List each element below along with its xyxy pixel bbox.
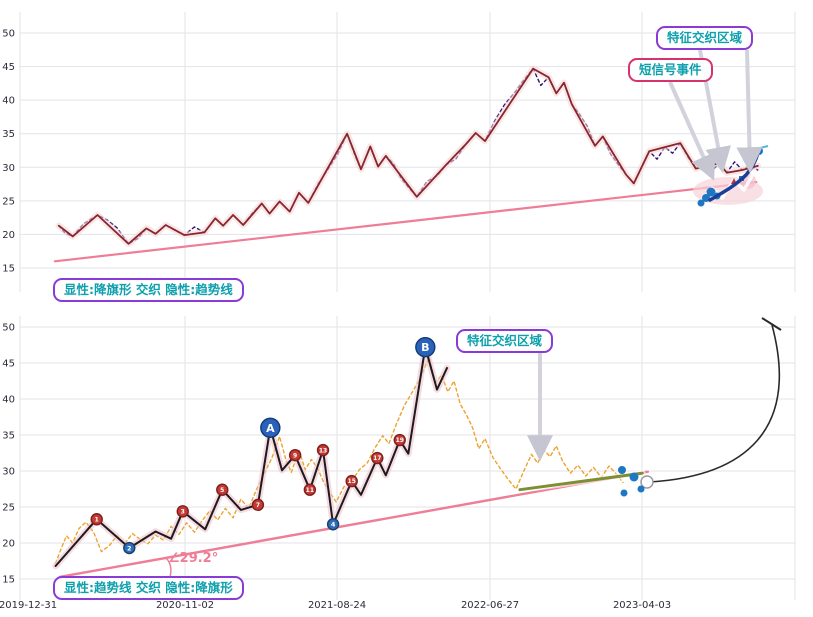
pivot-marker-15 bbox=[345, 474, 358, 488]
pivot-marker-A bbox=[260, 417, 281, 438]
x-tick-label: 2021-08-24 bbox=[308, 600, 366, 611]
pivot-zigzag-glow bbox=[52, 343, 451, 570]
pivot-marker-label: 5 bbox=[220, 487, 224, 494]
pivot-marker-label: 11 bbox=[306, 487, 314, 494]
annotation-short-signal: 短信号事件 bbox=[628, 58, 713, 82]
signal-dot bbox=[620, 489, 628, 497]
x-tick-label: 2019-12-31 bbox=[0, 600, 57, 611]
pivot-marker-label: 9 bbox=[293, 452, 297, 459]
pivot-marker-B bbox=[415, 336, 436, 358]
pivot-marker-label: 13 bbox=[319, 447, 327, 454]
signal-dot bbox=[637, 485, 645, 493]
projection-curve-cap bbox=[761, 317, 782, 331]
y-tick-label: 15 bbox=[2, 575, 15, 586]
y-tick-label: 30 bbox=[2, 163, 15, 174]
pivot-marker-label: 17 bbox=[373, 455, 381, 462]
callout-arrow-signal bbox=[668, 81, 716, 181]
y-tick-label: 15 bbox=[2, 264, 15, 275]
x-tick-label: 2022-06-27 bbox=[461, 600, 519, 611]
pivot-marker-label: B bbox=[421, 341, 429, 354]
signal-dot bbox=[629, 472, 639, 482]
pivot-marker-label: 15 bbox=[348, 478, 356, 485]
pivot-marker-label: 19 bbox=[396, 437, 404, 444]
pivot-marker-5 bbox=[216, 483, 229, 496]
pivot-zigzag-line bbox=[57, 67, 759, 245]
pivot-marker-label: 4 bbox=[331, 521, 336, 529]
x-tick-label: 2020-11-02 bbox=[156, 600, 214, 611]
pivot-marker-label: 3 bbox=[181, 508, 185, 515]
y-tick-label: 40 bbox=[2, 395, 15, 406]
signal-dot bbox=[702, 194, 710, 202]
pivot-marker-9 bbox=[288, 448, 302, 462]
projection-curve bbox=[649, 324, 781, 483]
y-tick-label: 20 bbox=[2, 230, 15, 241]
annotation-feature-zone-bottom: 特征交织区域 bbox=[456, 329, 554, 353]
y-tick-label: 40 bbox=[2, 96, 15, 107]
forecast-origin-circle bbox=[640, 475, 654, 489]
y-tick-label: 25 bbox=[2, 196, 15, 207]
angle-arc bbox=[165, 557, 172, 578]
feature-segment-line bbox=[518, 471, 644, 492]
pivot-marker-label: 1 bbox=[95, 516, 99, 523]
pivot-marker-label: A bbox=[266, 422, 275, 435]
y-tick-label: 45 bbox=[2, 62, 15, 73]
y-tick-label: 50 bbox=[2, 323, 15, 334]
pivot-zigzag-glow bbox=[55, 65, 762, 248]
y-tick-label: 20 bbox=[2, 539, 15, 550]
trend-line-line bbox=[53, 181, 758, 263]
pivot-marker-label: 7 bbox=[256, 502, 260, 509]
x-axis-labels: 2019-12-31 2020-11-02 2021-08-24 2022-06-27… bbox=[0, 600, 671, 611]
y-tick-label: 25 bbox=[2, 503, 15, 514]
gridlines-bottom-panel bbox=[19, 316, 796, 600]
pivot-marker-4 bbox=[326, 518, 340, 531]
signal-dot bbox=[706, 187, 716, 197]
y-tick-label: 35 bbox=[2, 129, 15, 140]
pivot-marker-7 bbox=[251, 498, 265, 512]
y-tick-label: 45 bbox=[2, 359, 15, 370]
pivot-marker-label: 2 bbox=[127, 544, 132, 552]
pivot-marker-13 bbox=[316, 443, 330, 457]
pivot-marker-3 bbox=[176, 505, 189, 518]
annotation-pattern-top: 显性:降旗形 交织 隐性:趋势线 bbox=[53, 278, 244, 302]
y-axis-labels-top: 15 20 25 30 35 40 45 50 bbox=[2, 29, 15, 275]
annotation-pattern-bottom: 显性:趋势线 交织 隐性:降旗形 bbox=[53, 576, 244, 600]
series-bottom-panel: 1 2 3 5 7 A 9 11 13 4 15 17 19 B bbox=[52, 336, 649, 578]
pivot-marker-11 bbox=[303, 483, 317, 496]
pivot-marker-19 bbox=[393, 433, 406, 447]
angle-annotation: ∠29.2° bbox=[168, 551, 219, 566]
y-tick-label: 30 bbox=[2, 467, 15, 478]
callout-arrow-feature-2 bbox=[736, 49, 763, 174]
x-tick-label: 2023-04-03 bbox=[613, 600, 671, 611]
series-top-panel bbox=[53, 65, 762, 263]
annotation-feature-zone-top: 特征交织区域 bbox=[656, 26, 754, 50]
price-dashed-line bbox=[54, 356, 624, 564]
y-axis-labels-bottom: 15 20 25 30 35 40 45 50 bbox=[2, 323, 15, 586]
pivot-marker-17 bbox=[371, 451, 384, 465]
signal-dot bbox=[618, 466, 626, 474]
signal-dot bbox=[697, 199, 705, 207]
gridlines-top-panel bbox=[19, 12, 796, 292]
price-dashed-line bbox=[58, 67, 759, 245]
pivot-marker-2 bbox=[123, 541, 136, 555]
pivot-marker-1 bbox=[90, 513, 103, 526]
y-tick-label: 50 bbox=[2, 29, 15, 40]
y-tick-label: 35 bbox=[2, 431, 15, 442]
trend-line-line bbox=[59, 470, 649, 578]
